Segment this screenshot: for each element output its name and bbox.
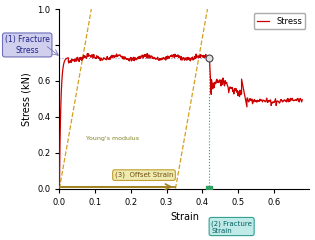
Stress bbox=[255, 101, 259, 104]
Stress bbox=[224, 81, 228, 84]
Stress bbox=[301, 98, 304, 101]
Stress bbox=[145, 52, 149, 55]
Line: Stress: Stress bbox=[60, 54, 302, 189]
X-axis label: Strain: Strain bbox=[170, 212, 199, 222]
Y-axis label: Stress (kN): Stress (kN) bbox=[21, 72, 32, 126]
Text: (3)  Offset Strain: (3) Offset Strain bbox=[115, 172, 173, 178]
Text: (1) Fracture
Stress: (1) Fracture Stress bbox=[5, 35, 50, 55]
Stress bbox=[209, 78, 213, 81]
Stress bbox=[186, 58, 190, 61]
Legend: Stress: Stress bbox=[254, 13, 305, 29]
Stress bbox=[58, 187, 61, 190]
Stress bbox=[66, 60, 70, 63]
Stress bbox=[264, 99, 268, 102]
Text: (2) Fracture
Strain: (2) Fracture Strain bbox=[211, 220, 252, 234]
Text: Young's modulus: Young's modulus bbox=[86, 136, 139, 141]
